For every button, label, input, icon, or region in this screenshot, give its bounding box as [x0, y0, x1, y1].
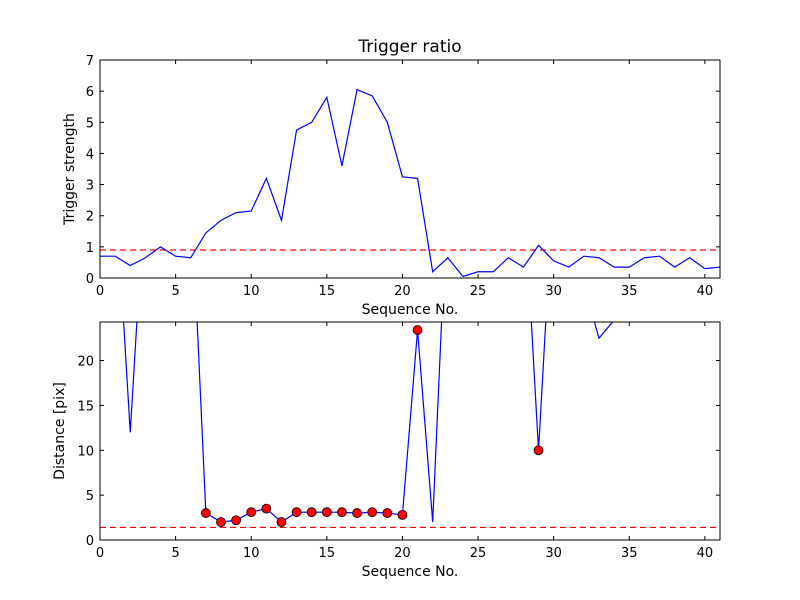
data-point — [231, 515, 241, 526]
plot-frame — [99, 59, 721, 279]
x-tick-label: 20 — [394, 546, 411, 561]
data-point — [367, 507, 378, 518]
x-tick-label: 0 — [96, 546, 104, 561]
data-point — [321, 507, 332, 518]
y-tick-label: 2 — [86, 210, 94, 225]
x-axis-label: Sequence No. — [362, 302, 459, 318]
y-tick-label: 6 — [86, 85, 94, 100]
x-tick-label: 15 — [319, 284, 336, 299]
x-tick-label: 35 — [621, 546, 638, 561]
x-tick-label: 0 — [96, 284, 104, 299]
y-tick-label: 10 — [77, 444, 94, 459]
x-tick-label: 10 — [243, 546, 260, 561]
data-point — [261, 503, 272, 514]
x-tick-label: 5 — [171, 284, 179, 299]
series-markers — [200, 325, 544, 527]
data-point — [352, 508, 362, 518]
x-tick-label: 20 — [394, 284, 411, 299]
data-point — [291, 507, 302, 518]
y-tick-label: 15 — [77, 399, 94, 414]
data-point — [276, 517, 287, 527]
data-point — [337, 507, 347, 518]
plot-frame — [99, 321, 721, 541]
x-tick-label: 15 — [319, 546, 336, 561]
series-line — [122, 322, 614, 523]
x-tick-label: 25 — [470, 546, 487, 561]
x-tick-label: 5 — [171, 546, 179, 561]
y-tick-label: 7 — [86, 54, 94, 69]
x-tick-label: 30 — [545, 284, 562, 299]
data-point — [397, 509, 408, 520]
x-tick-label: 25 — [470, 284, 487, 299]
y-axis-label: Trigger strength — [62, 113, 78, 226]
data-point — [412, 325, 423, 335]
y-tick-label: 4 — [86, 147, 94, 162]
x-tick-label: 10 — [243, 284, 260, 299]
data-point — [200, 508, 211, 518]
data-point — [533, 445, 544, 456]
x-tick-label: 30 — [545, 546, 562, 561]
data-point — [246, 507, 257, 518]
chart-title: Trigger ratio — [357, 37, 461, 57]
y-tick-label: 5 — [86, 489, 94, 504]
data-point — [382, 508, 393, 518]
y-axis-label: Distance [pix] — [52, 382, 68, 480]
top-axis-ticks: 0 5 10 15 20 25 30 35 40 0 1 2 3 4 5 6 7 — [86, 54, 720, 299]
x-axis-label: Sequence No. — [362, 564, 459, 580]
data-point — [306, 507, 317, 518]
chart-distance: 0 5 10 15 20 25 30 35 40 0 5 10 15 20 Sequence No. Di… — [52, 321, 721, 580]
y-tick-label: 0 — [86, 272, 94, 287]
series-line — [100, 88, 720, 278]
y-tick-label: 3 — [86, 179, 94, 194]
y-tick-label: 1 — [86, 241, 94, 256]
bottom-axis-ticks: 0 5 10 15 20 25 30 35 40 0 5 10 15 20 — [77, 322, 720, 561]
x-tick-label: 40 — [697, 284, 714, 299]
x-tick-label: 40 — [697, 546, 714, 561]
data-point — [216, 517, 226, 527]
y-tick-label: 20 — [77, 355, 94, 370]
y-tick-label: 0 — [86, 534, 94, 549]
chart-trigger-ratio: Trigger ratio 0 5 10 15 20 25 30 35 40 0 1 2 3 4 5 6 7 S… — [62, 37, 721, 318]
x-tick-label: 35 — [621, 284, 638, 299]
y-tick-label: 5 — [86, 116, 94, 131]
